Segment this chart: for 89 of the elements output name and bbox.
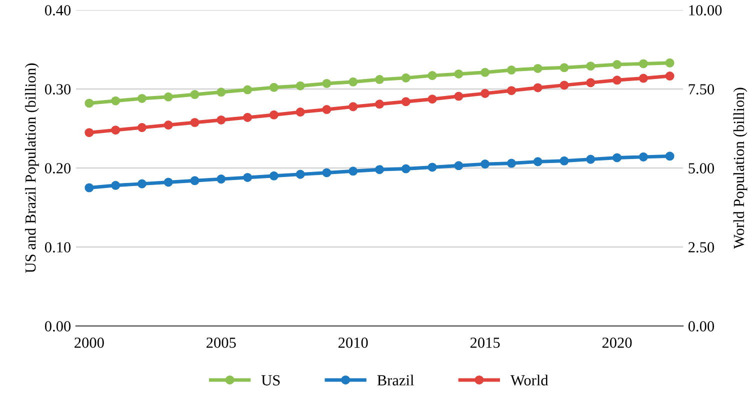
point (533, 64, 542, 73)
point (480, 160, 490, 169)
x-tick-label: 2010 (338, 338, 368, 348)
y-tick-label: 0.20 (44, 163, 71, 174)
y2-axis-title: World Population (billion) (733, 88, 748, 249)
point (533, 83, 542, 92)
x-tick-label: 2015 (470, 338, 500, 348)
point (84, 98, 94, 108)
point (454, 161, 464, 170)
y-axis-title: US and Brazil Population (billion) (24, 63, 39, 273)
point (322, 78, 332, 88)
point (638, 59, 648, 68)
point (586, 62, 596, 71)
point (506, 158, 516, 168)
x-tick-label: 2000 (74, 338, 104, 348)
y2-tick-label: 0.00 (688, 321, 714, 332)
point (269, 82, 278, 92)
point (638, 74, 648, 83)
point (164, 120, 173, 130)
point (190, 90, 200, 100)
y2-tick-label: 10.00 (689, 5, 722, 16)
point (612, 60, 622, 70)
point (374, 75, 384, 84)
point (84, 128, 94, 138)
point (454, 69, 464, 79)
point (243, 172, 252, 182)
point (612, 76, 622, 85)
point (428, 94, 437, 104)
point (374, 100, 384, 109)
point (401, 73, 410, 82)
point (190, 176, 200, 186)
point (111, 126, 120, 135)
point (322, 168, 332, 178)
point (506, 86, 516, 96)
point (560, 80, 569, 90)
legend-label: World (510, 374, 548, 386)
point (533, 157, 542, 166)
x-tick-label: 2005 (206, 338, 236, 348)
point (401, 97, 410, 106)
y-tick-label: 0.40 (44, 5, 71, 16)
point (243, 85, 252, 94)
point (243, 112, 252, 122)
point (665, 58, 674, 68)
point (348, 102, 358, 112)
y-tick-label: 0.10 (44, 242, 71, 253)
point (374, 165, 384, 174)
y2-tick-label: 5.00 (688, 163, 714, 174)
point (428, 162, 437, 172)
point (164, 92, 173, 102)
point (216, 88, 226, 97)
legend-label: Brazil (377, 374, 414, 386)
y2-tick-label: 7.50 (688, 84, 714, 95)
point (480, 68, 490, 77)
point (480, 88, 490, 98)
point (296, 81, 305, 90)
point (296, 108, 305, 117)
point (269, 171, 278, 180)
point (506, 66, 516, 75)
point (111, 180, 120, 190)
point (560, 156, 569, 166)
point (137, 179, 146, 188)
point (322, 105, 332, 114)
legend-label: US (261, 375, 280, 386)
point (216, 174, 226, 184)
point (428, 71, 437, 80)
point (216, 115, 226, 124)
point (137, 123, 146, 132)
point (401, 164, 410, 174)
point (296, 170, 305, 179)
point (84, 183, 94, 192)
point (164, 178, 173, 187)
point (665, 152, 674, 161)
point (638, 152, 648, 162)
point (612, 153, 622, 162)
point (560, 63, 569, 72)
x-tick-label: 2020 (602, 338, 632, 348)
point (190, 118, 200, 128)
point (348, 77, 358, 86)
point (665, 72, 674, 81)
point (348, 166, 358, 176)
y2-tick-label: 2.50 (688, 242, 714, 253)
y-tick-label: 0.00 (44, 321, 71, 332)
point (454, 92, 464, 101)
point (111, 96, 120, 106)
point (269, 110, 278, 120)
point (586, 78, 596, 88)
point (137, 94, 146, 103)
point (586, 154, 596, 164)
y-tick-label: 0.30 (44, 84, 71, 95)
